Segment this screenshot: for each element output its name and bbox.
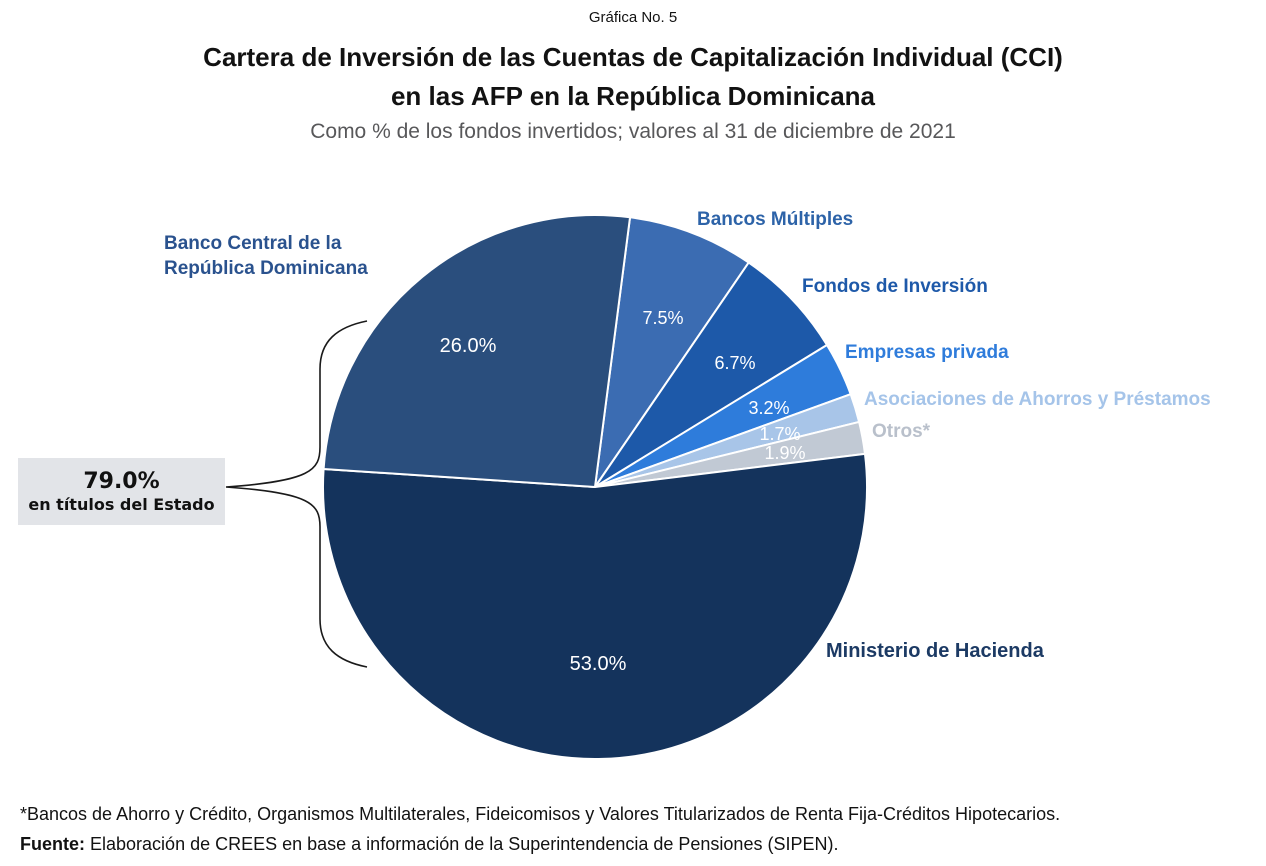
footnote-source: Fuente: Elaboración de CREES en base a i… — [20, 829, 1060, 859]
slice-label-bancos-multiples: Bancos Múltiples — [697, 209, 854, 230]
pct-label-3: 1.7% — [759, 424, 800, 444]
pie-slice-1 — [594, 261, 828, 488]
callout-text: en títulos del Estado — [28, 494, 215, 514]
title-line-2: en las AFP en la República Dominicana — [390, 81, 876, 111]
callout-value: 79.0% — [83, 468, 160, 494]
curly-brace — [225, 320, 368, 668]
slice-label-fondos-de-inversion: Fondos de Inversión — [802, 276, 988, 297]
slice-label-ministerio-de-hacienda: Ministerio de Hacienda — [826, 640, 1044, 662]
pct-label-1: 6.7% — [714, 353, 755, 373]
figure-label: Gráfica No. 5 — [588, 9, 678, 26]
source-text: Elaboración de CREES en base a informaci… — [90, 834, 839, 854]
pie-slice-6 — [322, 214, 632, 488]
pct-label-0: 7.5% — [642, 308, 683, 328]
pie-slice-0 — [594, 216, 750, 488]
pct-label-5: 53.0% — [570, 653, 627, 675]
pct-label-2: 3.2% — [748, 398, 789, 418]
slice-label-banco-central: Banco Central de la República Dominicana — [164, 233, 368, 279]
pie-slice-5 — [322, 452, 868, 760]
chart-subtitle: Como % de los fondos invertidos; valores… — [310, 120, 956, 143]
source-label: Fuente: — [20, 834, 85, 854]
footnote-asterisk: *Bancos de Ahorro y Crédito, Organismos … — [20, 804, 1061, 824]
pct-label-4: 1.9% — [764, 443, 805, 463]
pct-label-6: 26.0% — [440, 335, 497, 357]
pie: 7.5% 6.7% 3.2% 1.7%1.9% 53.0% 26.0% — [322, 214, 868, 760]
callout-titulos-del-estado: 79.0% en títulos del Estado — [18, 458, 225, 525]
slice-label-asociaciones-ahorros-prestamos: Asociaciones de Ahorros y Préstamos — [864, 389, 1211, 410]
slice-label-otros: Otros* — [872, 421, 931, 442]
footnotes: *Bancos de Ahorro y Crédito, Organismos … — [20, 799, 1060, 859]
slice-label-empresas-privada: Empresas privada — [845, 342, 1009, 363]
page-title: Cartera de Inversión de las Cuentas de C… — [0, 38, 1266, 116]
title-line-1: Cartera de Inversión de las Cuentas de C… — [203, 42, 1063, 72]
